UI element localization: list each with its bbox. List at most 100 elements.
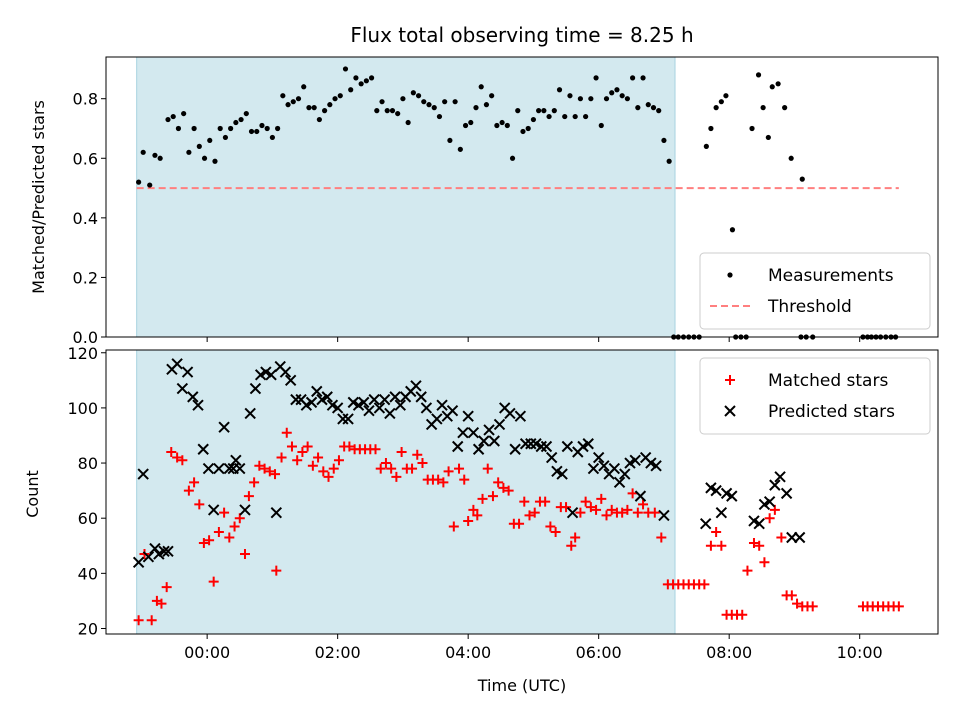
predicted-point xyxy=(483,424,495,436)
measurement-point xyxy=(295,96,302,102)
predicted-point xyxy=(493,418,506,431)
x-axis-label: Time (UTC) xyxy=(477,676,566,695)
matched-point xyxy=(412,449,423,460)
matched-point xyxy=(711,526,722,537)
bottom-y-axis-label: Count xyxy=(23,470,42,518)
matched-point xyxy=(189,477,200,488)
matched-point xyxy=(617,507,628,518)
matched-point xyxy=(307,460,318,471)
predicted-point xyxy=(207,504,220,516)
measurement-point xyxy=(342,66,349,72)
predicted-point xyxy=(472,443,485,455)
predicted-point xyxy=(158,545,170,557)
measurement-point xyxy=(799,176,805,182)
matched-point xyxy=(737,609,748,620)
measurement-point xyxy=(541,108,547,114)
predicted-point xyxy=(132,556,145,569)
measurement-point xyxy=(457,146,463,152)
measurement-point xyxy=(374,108,380,114)
measurement-point xyxy=(316,116,322,123)
matched-point xyxy=(391,471,402,482)
measurement-point xyxy=(703,143,709,149)
predicted-point xyxy=(462,410,474,422)
measurement-point xyxy=(243,110,249,117)
matched-point xyxy=(198,538,209,549)
predicted-point xyxy=(373,402,386,414)
matched-point xyxy=(596,493,607,504)
matched-point xyxy=(786,590,797,601)
matched-point xyxy=(699,579,710,590)
measurement-point xyxy=(640,75,646,81)
measurement-point xyxy=(572,113,578,120)
matched-point xyxy=(575,507,586,518)
matched-point xyxy=(529,507,540,518)
measurement-point xyxy=(478,84,484,90)
measurement-point xyxy=(598,122,604,129)
predicted-point xyxy=(162,545,174,557)
predicted-point xyxy=(753,518,765,530)
matched-point xyxy=(204,535,215,546)
measurement-point xyxy=(489,93,495,99)
measurement-point xyxy=(504,122,510,129)
ratio-panel: 0.0 0.2 0.4 0.6 0.8 Measurements Threshold xyxy=(73,56,939,347)
predicted-point xyxy=(613,476,626,489)
matched-point xyxy=(370,444,381,455)
predicted-point xyxy=(249,382,262,395)
measurement-point xyxy=(609,90,615,96)
predicted-point xyxy=(566,506,579,519)
predicted-point xyxy=(149,542,161,555)
matched-point xyxy=(318,466,329,477)
predicted-point xyxy=(535,440,547,453)
matched-point xyxy=(166,447,177,458)
matched-point xyxy=(264,466,275,477)
predicted-point xyxy=(378,393,391,406)
legend: Matched stars Predicted stars xyxy=(699,357,931,435)
matched-point xyxy=(270,469,281,480)
measurement-point xyxy=(170,113,176,120)
measurement-point xyxy=(603,96,610,102)
measurement-point xyxy=(593,75,599,81)
legend-measurement-marker xyxy=(727,272,733,278)
legend-predicted-marker xyxy=(724,405,736,417)
measurement-point xyxy=(358,81,364,87)
y-tick-label: 120 xyxy=(67,344,98,363)
matched-point xyxy=(748,538,759,549)
x-tick-label: 04:00 xyxy=(445,643,491,662)
measurement-point xyxy=(551,108,557,114)
matched-point xyxy=(146,615,157,626)
matched-point xyxy=(249,477,260,488)
predicted-point xyxy=(202,462,215,475)
matched-point xyxy=(524,510,535,521)
predicted-point xyxy=(446,404,459,417)
measurement-point xyxy=(583,113,589,120)
measurement-point xyxy=(248,128,255,135)
predicted-point xyxy=(213,462,225,475)
predicted-point xyxy=(197,443,209,455)
predicted-point xyxy=(582,438,594,450)
predicted-point xyxy=(279,366,292,378)
matched-point xyxy=(417,458,428,469)
matched-point xyxy=(259,463,270,474)
matched-point xyxy=(380,458,391,469)
predicted-point xyxy=(793,531,806,544)
matched-point xyxy=(545,521,556,532)
predicted-point xyxy=(769,479,781,491)
matched-point xyxy=(396,447,407,458)
measurement-point xyxy=(483,102,490,108)
measurement-point xyxy=(212,158,218,164)
measurement-point xyxy=(363,78,369,84)
predicted-point xyxy=(415,391,427,403)
measurement-point xyxy=(769,84,775,90)
matched-point xyxy=(133,615,144,626)
matched-point xyxy=(323,471,334,482)
predicted-point xyxy=(710,484,722,497)
predicted-point xyxy=(592,451,605,464)
matched-point xyxy=(234,513,245,524)
predicted-point xyxy=(634,490,647,502)
measurement-point xyxy=(306,105,312,111)
matched-point xyxy=(705,540,716,551)
matched-point xyxy=(477,493,488,504)
measurement-point xyxy=(708,125,714,132)
measurement-point xyxy=(782,105,788,111)
measurement-point xyxy=(337,93,343,99)
